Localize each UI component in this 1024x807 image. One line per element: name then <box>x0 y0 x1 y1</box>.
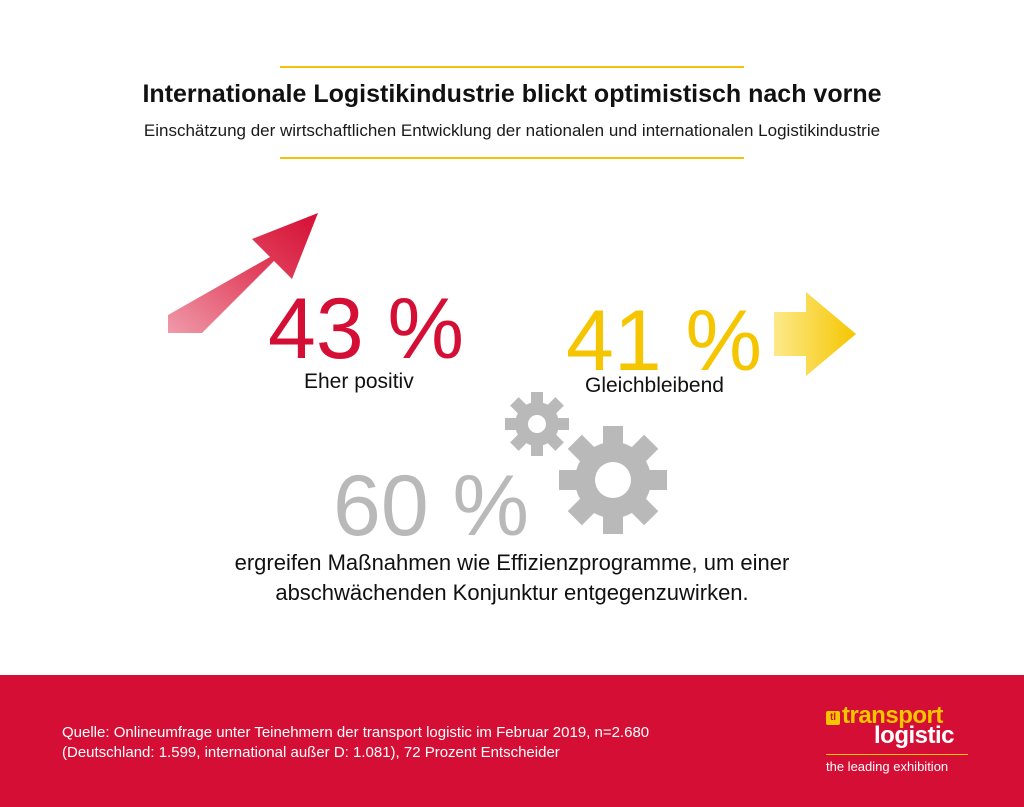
title-rule-bottom <box>280 157 744 159</box>
stat-measures-label: ergreifen Maßnahmen wie Effizienzprogram… <box>234 550 790 605</box>
arrow-up-right-icon <box>168 213 318 333</box>
stat-positive-label: Eher positiv <box>304 370 414 393</box>
logo-tagline: the leading exhibition <box>826 759 949 774</box>
arrow-right-icon <box>774 292 856 376</box>
stat-positive-value: 43 % <box>268 281 465 377</box>
logo-divider <box>826 754 968 755</box>
logo-mark: tl <box>826 711 840 725</box>
source-line-1: Quelle: Onlineumfrage unter Teinehmern d… <box>62 724 650 741</box>
stat-stable-label: Gleichbleibend <box>585 374 724 397</box>
logo-word-transport: transport <box>842 702 943 729</box>
title-rule-top <box>280 66 744 68</box>
source-line-2: (Deutschland: 1.599, international außer… <box>62 744 560 761</box>
page-title: Internationale Logistikindustrie blickt … <box>142 80 882 108</box>
source-note: Quelle: Onlineumfrage unter Teinehmern d… <box>62 723 649 763</box>
footer-bar: Quelle: Onlineumfrage unter Teinehmern d… <box>0 675 1024 807</box>
gear-small-icon <box>505 392 569 456</box>
page-subtitle: Einschätzung der wirtschaftlichen Entwic… <box>143 121 881 140</box>
gears-icon <box>505 392 667 534</box>
stat-measures-value: 60 % <box>333 458 530 554</box>
logo-word-logistic: logistic <box>874 722 955 749</box>
gear-large-icon <box>559 426 667 534</box>
stat-stable-value: 41 % <box>566 293 763 389</box>
transport-logistic-logo: tl transport logistic the leading exhibi… <box>826 703 976 783</box>
